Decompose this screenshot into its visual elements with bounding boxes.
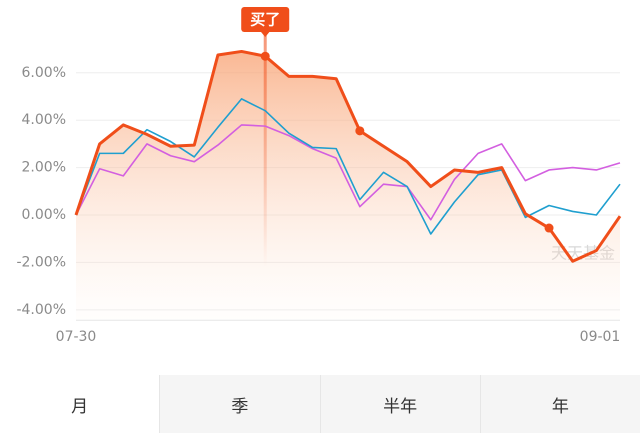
annotation-box	[241, 7, 290, 32]
period-tab[interactable]: 半年	[319, 375, 480, 433]
y-tick-label: 6.00%	[22, 65, 66, 81]
y-tick-label: 0.00%	[22, 207, 66, 223]
y-tick-label: 2.00%	[22, 160, 66, 176]
period-tab[interactable]: 月	[0, 375, 160, 433]
x-tick-label: 07-30	[56, 329, 97, 345]
y-tick-label: -2.00%	[16, 254, 66, 270]
period-tabs: 月季半年年	[0, 375, 640, 433]
trade-point	[544, 223, 554, 233]
series-line	[74, 49, 622, 263]
trade-point	[355, 126, 365, 136]
y-tick-label: 4.00%	[22, 112, 66, 128]
annotation-label: 买了	[250, 11, 280, 29]
series-line	[75, 124, 621, 221]
annotation-line	[263, 32, 267, 267]
annotation-pointer	[260, 31, 271, 37]
trade-point	[260, 51, 270, 61]
x-tick-label: 09-01	[580, 329, 621, 345]
period-tab[interactable]: 季	[159, 375, 320, 433]
y-tick-label: -4.00%	[16, 302, 66, 318]
chart: 6.00% 4.00% 2.00% 0.00% -2.00% -4.00% 07-30 09-…	[16, 7, 622, 345]
area	[76, 51, 620, 320]
period-tab[interactable]: 年	[479, 375, 640, 433]
